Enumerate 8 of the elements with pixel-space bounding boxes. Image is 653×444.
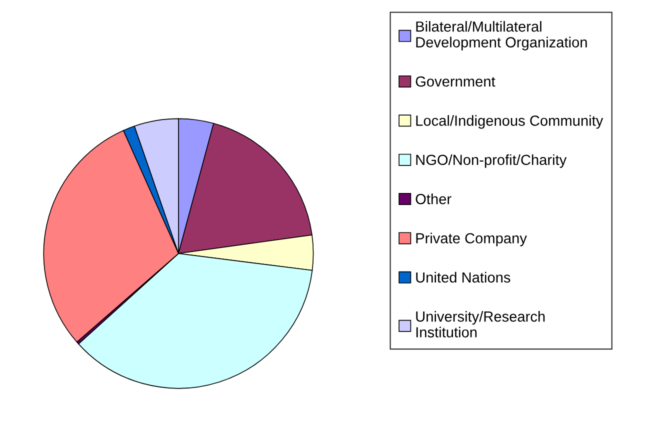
legend-label: Private Company: [416, 232, 527, 246]
legend-label: University/Research Institution: [416, 311, 545, 338]
legend-label: NGO/Non-profit/Charity: [416, 154, 567, 168]
legend-label: Bilateral/Multilateral Development Organization: [416, 21, 587, 50]
legend-label: Other: [416, 194, 452, 204]
legend-label: United Nations: [416, 272, 510, 283]
legend-label: Government: [416, 76, 496, 87]
legend-label: Local/Indigenous Community: [416, 115, 604, 129]
